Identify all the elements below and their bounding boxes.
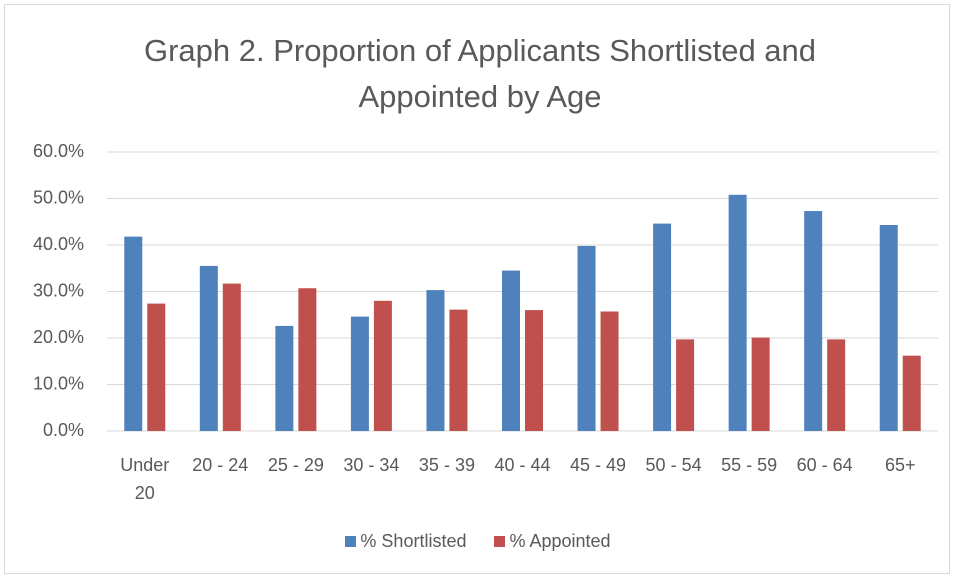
bar — [449, 309, 468, 431]
x-tick-label: 60 - 64 — [796, 455, 853, 475]
y-tick-label: 30.0% — [33, 280, 84, 300]
bar — [600, 311, 619, 431]
x-tick-label: 40 - 44 — [494, 455, 551, 475]
x-tick-label: 30 - 34 — [343, 455, 400, 475]
bar — [728, 194, 747, 431]
x-tick-label: 35 - 39 — [418, 455, 475, 475]
y-tick-label: 10.0% — [33, 373, 84, 393]
legend-item: % Appointed — [494, 531, 611, 552]
bar — [879, 225, 898, 431]
bar — [222, 283, 241, 431]
x-tick-label: 25 - 29 — [267, 455, 324, 475]
bar — [124, 236, 143, 431]
x-tick-label: 20 - 24 — [192, 455, 249, 475]
bar — [502, 270, 520, 431]
chart-title: Graph 2. Proportion of Applicants Shortl… — [143, 33, 817, 114]
legend-swatch — [494, 536, 506, 547]
y-tick-label: 0.0% — [43, 420, 84, 440]
bar — [653, 223, 672, 431]
bar — [199, 265, 218, 431]
y-tick-label: 20.0% — [33, 327, 84, 347]
x-tick-label: Under 20 — [120, 455, 170, 503]
bar — [577, 245, 596, 431]
bar — [373, 300, 392, 431]
y-tick-label: 60.0% — [33, 141, 84, 161]
legend-label: % Appointed — [509, 531, 611, 551]
bar — [676, 339, 695, 431]
x-tick-label: 45 - 49 — [570, 455, 627, 475]
bar — [827, 339, 846, 431]
bar — [902, 355, 921, 431]
bar — [751, 337, 770, 431]
bar — [298, 288, 317, 431]
bar — [525, 310, 543, 431]
legend-label: % Shortlisted — [360, 531, 467, 551]
x-tick-label: 55 - 59 — [721, 455, 778, 475]
y-tick-label: 50.0% — [33, 187, 84, 207]
bar — [275, 325, 294, 431]
legend-item: % Shortlisted — [345, 531, 466, 552]
y-tick-label: 40.0% — [33, 234, 84, 254]
bar — [350, 316, 369, 431]
chart-border — [4, 4, 950, 574]
x-tick-label: 50 - 54 — [645, 455, 702, 475]
bar — [426, 290, 445, 431]
x-tick-label: 65+ — [884, 455, 916, 475]
bar — [804, 211, 823, 431]
legend: % Shortlisted % Appointed — [0, 531, 956, 552]
legend-swatch — [345, 536, 357, 547]
bar — [147, 303, 166, 431]
